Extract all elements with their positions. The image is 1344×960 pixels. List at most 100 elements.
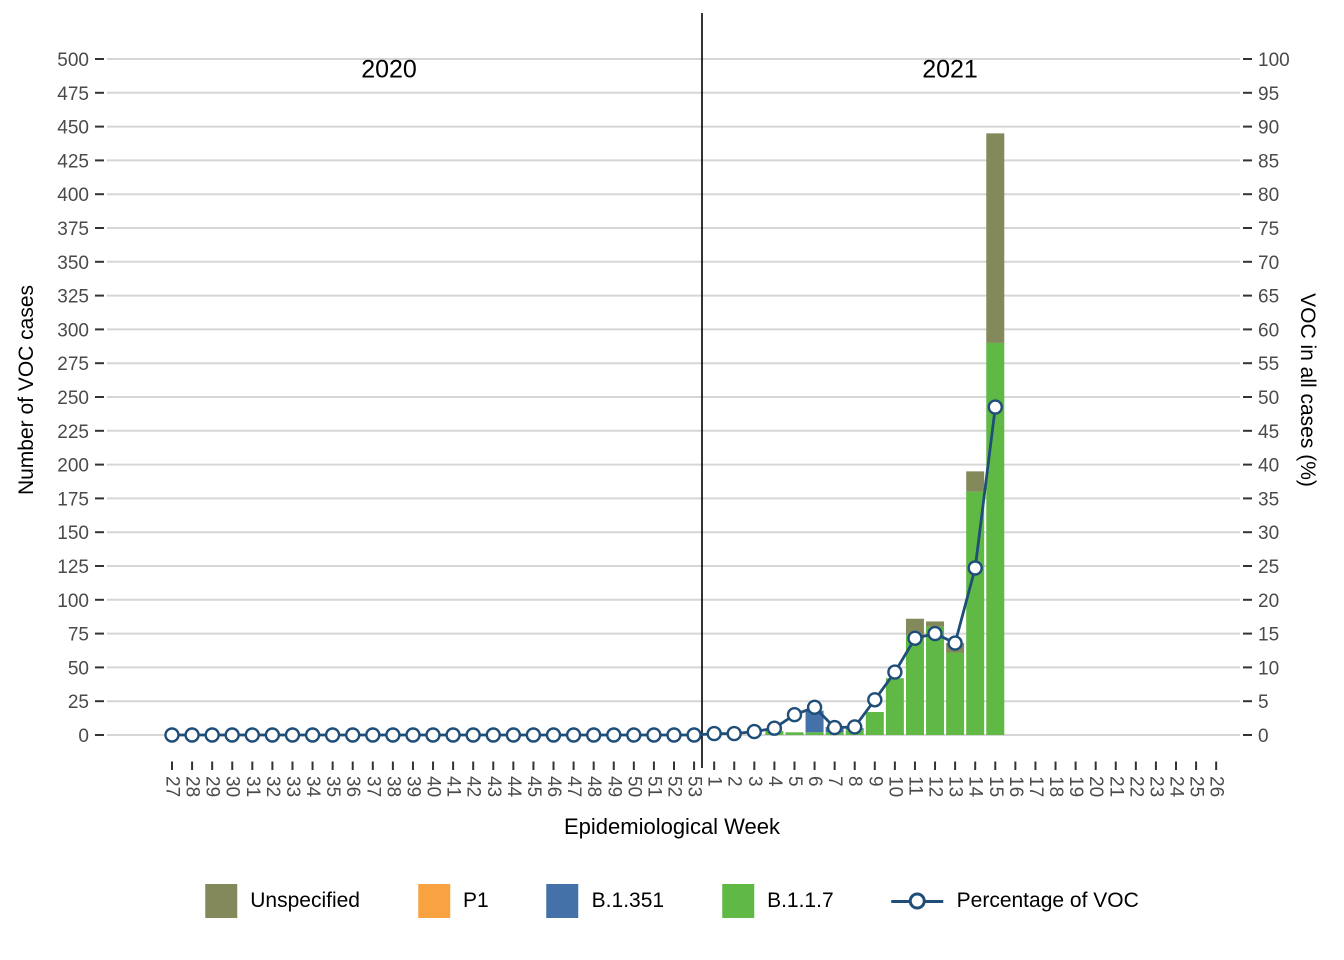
x-week-tick-label: 49 [603,776,624,797]
line-marker-open-circle [867,692,883,708]
x-week-tick-label: 20 [1085,776,1106,797]
line-marker-open-circle [847,719,863,735]
y-left-tick-label: 400 [57,185,89,206]
line-marker-open-circle [766,720,783,736]
x-ticks-and-week-labels: 27 28 29 30 31 32 33 34 35 36 37 38 39 40 41 42 43 44 45 46… [162,761,1227,798]
legend-swatch-b117-icon [722,884,755,918]
bar-B.1.1.7-week-13 [946,652,965,735]
line-marker-open-circle [264,727,281,743]
y-right-tick-label: 75 [1258,219,1279,240]
bar-B.1.1.7-week-11 [905,634,924,735]
line-marker-open-circle [164,727,180,743]
x-week-tick-label: 1 [704,776,725,787]
x-week-tick-label: 19 [1065,776,1086,797]
legend-swatch-b1351-icon [546,884,579,918]
line-marker-open-circle [947,635,963,651]
line-marker-open-circle [445,727,461,743]
y-left-tick-label: 325 [57,287,89,308]
percentage-of-voc-line [172,406,997,737]
y-right-tick-label: 80 [1258,185,1279,206]
y-right-tick-label: 90 [1258,118,1279,139]
legend-open-circle-marker [909,892,927,910]
y-left-tick-label: 50 [68,658,89,679]
legend-line-marker-icon [891,892,944,910]
line-marker-open-circle [224,727,240,743]
x-week-tick-label: 8 [844,776,865,787]
x-week-tick-label: 15 [985,776,1006,797]
line-marker-open-circle [204,727,220,743]
y-left-tick-label: 225 [57,422,89,443]
line-marker-open-circle [505,727,522,743]
x-week-tick-label: 47 [563,776,584,797]
line-marker-open-circle [365,727,381,743]
y-left-tick-label: 25 [68,692,89,713]
x-week-tick-label: 6 [804,776,825,787]
legend-item-b117: B.1.1.7 [722,884,834,918]
x-week-tick-label: 43 [483,776,504,797]
y-left-tick-label: 450 [57,118,89,139]
y-right-tick-label: 55 [1258,354,1279,375]
x-week-tick-label: 52 [664,776,685,797]
x-week-tick-label: 30 [222,776,243,797]
line-marker-open-circle [987,399,1003,415]
legend-item-percentage-of-voc: Percentage of VOC [891,889,1139,913]
line-marker-open-circle [967,560,983,576]
y-left-tick-label: 175 [57,489,89,510]
line-marker-open-circle [606,727,622,743]
y-left-tick-label: 200 [57,456,89,477]
x-week-tick-label: 48 [583,776,604,797]
y-right-tick-label: 10 [1258,658,1279,679]
y-left-tick-label: 475 [57,84,89,105]
x-week-tick-label: 38 [382,776,403,797]
y-right-tick-label: 0 [1258,726,1269,747]
line-marker-open-circle [726,725,742,742]
y-left-tick-label: 375 [57,219,89,240]
y-left-tick-label: 0 [78,726,89,747]
stacked-bars [765,133,1005,735]
line-marker-open-circle [706,725,722,742]
x-axis-title: Epidemiological Week [563,814,781,839]
y-right-tick-label: 35 [1258,489,1279,510]
y-left-tick-label: 275 [57,354,89,375]
legend-label-p1: P1 [462,889,489,912]
bar-B.1.1.7-week-12 [926,626,945,735]
x-week-tick-label: 34 [302,776,323,798]
y-right-ticks-and-labels: 0 5 10 15 20 25 30 35 40 45 50 55 60 65 70 75 80 85 90 95 10… [1243,50,1290,747]
legend-label-percentage-of-voc: Percentage of VOC [956,889,1139,912]
y-left-tick-label: 300 [57,320,89,341]
x-week-tick-label: 26 [1206,776,1227,797]
x-week-tick-label: 39 [402,776,423,797]
x-week-tick-label: 4 [764,776,785,787]
legend-swatch-unspecified-icon [205,884,238,918]
x-week-tick-label: 13 [945,776,966,797]
x-week-tick-label: 29 [202,776,223,797]
line-marker-open-circle [806,699,823,715]
x-week-tick-label: 41 [443,776,464,797]
line-marker-open-circle [385,727,401,743]
y-left-tick-label: 125 [57,557,89,578]
line-marker-open-circle [586,727,602,743]
x-week-tick-label: 32 [262,776,283,797]
y-right-tick-label: 85 [1258,151,1279,172]
line-marker-open-circle [666,727,682,743]
x-week-tick-label: 31 [242,776,263,797]
y-left-tick-label: 425 [57,151,89,172]
y-right-tick-label: 20 [1258,591,1279,612]
x-week-tick-label: 12 [925,776,946,797]
x-week-tick-label: 16 [1005,776,1026,797]
percentage-of-voc-markers [164,399,1003,743]
legend-item-unspecified: Unspecified [205,884,360,918]
x-week-tick-label: 28 [182,776,203,797]
y-right-tick-label: 70 [1258,253,1279,274]
y-left-tick-label: 100 [57,591,89,612]
x-week-tick-label: 24 [1166,776,1187,798]
bar-B.1.1.7-week-10 [885,678,904,735]
chart-legend: Unspecified P1 B.1.351 B.1.1.7 Percentag… [205,884,1139,918]
x-week-tick-label: 22 [1125,776,1146,797]
bar-B.1.1.7-week-6 [805,732,824,735]
bar-Unspecified-week-15 [986,133,1005,343]
y-left-tick-label: 350 [57,253,89,274]
line-marker-open-circle [746,723,762,740]
bar-B.1.1.7-week-5 [785,732,804,735]
